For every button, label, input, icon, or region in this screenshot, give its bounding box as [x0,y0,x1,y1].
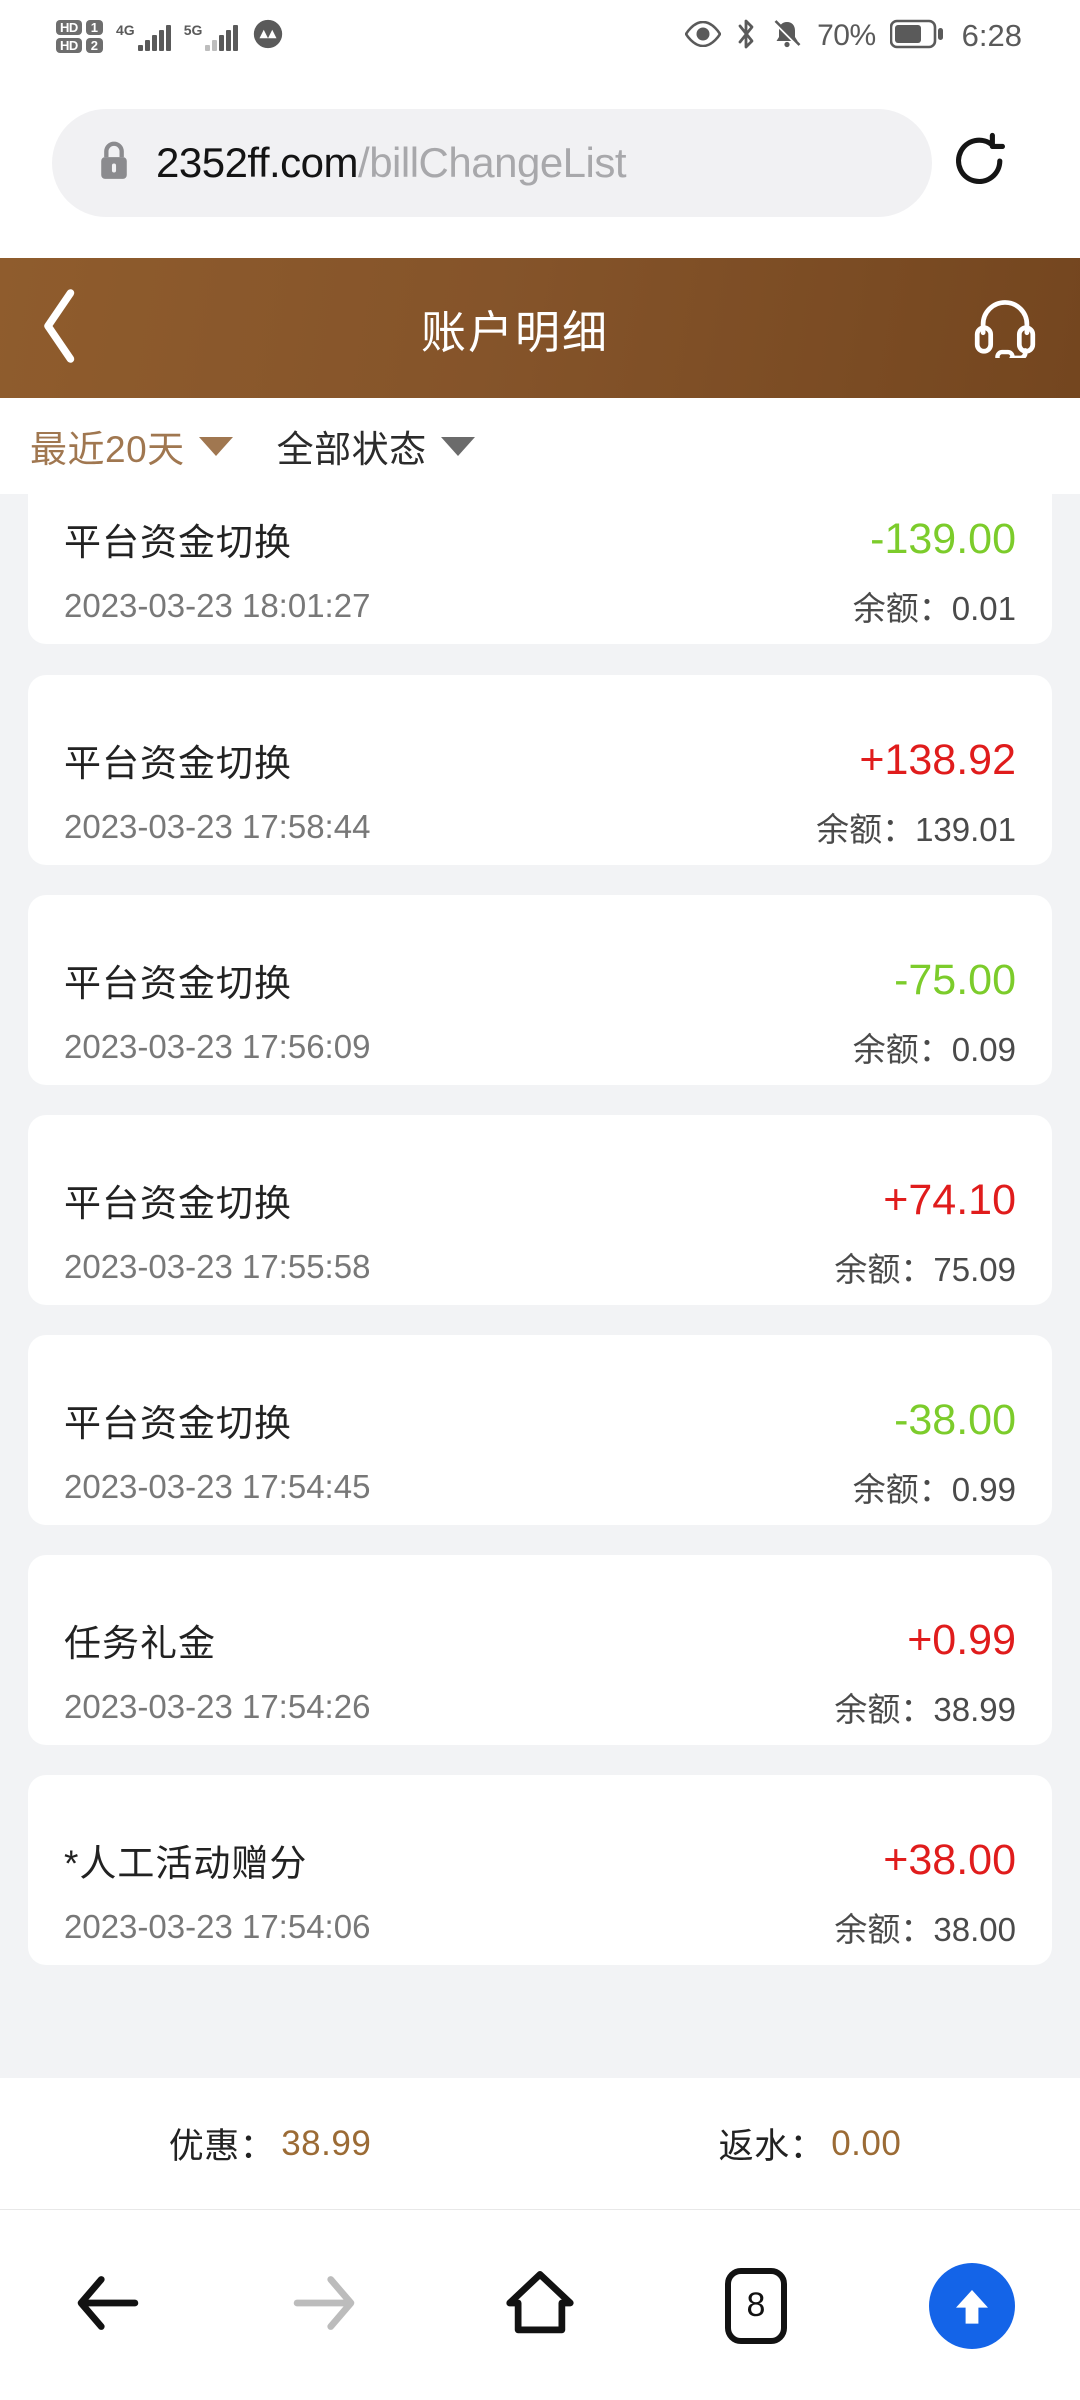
browser-bottom-nav: 8 [0,2211,1080,2400]
sim1-hd-label: HD [56,19,82,35]
vpn-icon [251,17,285,56]
transaction-balance: 余额：38.00 [834,1911,1016,1948]
summary-rebate: 返水： 0.00 [540,2118,1080,2169]
status-bar-right: 70% 6:28 [684,17,1080,56]
sim1-number: 1 [85,19,104,35]
signal-bars-icon: 4G [116,22,171,51]
transaction-balance: 余额：0.01 [852,590,1016,627]
app-header: 账户明细 [0,258,1080,398]
reload-button[interactable] [932,128,1028,199]
nav-forward-button[interactable] [216,2266,432,2345]
arrow-right-icon [287,2266,361,2345]
eye-comfort-icon [684,20,722,52]
summary-discount: 优惠： 38.99 [0,2118,540,2169]
nav-tabs-button[interactable]: 8 [648,2267,864,2344]
transaction-row[interactable]: 平台资金切换 -38.00 2023-03-23 17:54:45 余额：0.9… [28,1335,1052,1525]
battery-icon [889,19,944,54]
chevron-left-icon [37,287,83,370]
url-host: 2352ff.com [156,139,359,186]
arrow-up-icon [929,2262,1015,2349]
bluetooth-icon [735,17,757,56]
transaction-title: 平台资金切换 [64,743,292,784]
transaction-title: 平台资金切换 [64,963,292,1004]
clock-time: 6:28 [961,18,1022,53]
transaction-amount: -139.00 [870,514,1016,563]
transaction-balance: 余额：38.99 [834,1691,1016,1728]
transaction-amount: +74.10 [883,1175,1016,1224]
network2-label: 5G [183,21,203,38]
transaction-row[interactable]: *人工活动赠分 +38.00 2023-03-23 17:54:06 余额：38… [28,1775,1052,1965]
browser-url-bar: 2352ff.com/billChangeList [0,72,1080,254]
transaction-time: 2023-03-23 17:54:45 [64,1468,371,1505]
transaction-amount: -75.00 [894,955,1016,1004]
chevron-down-icon [198,436,233,456]
sim2-hd-label: HD [56,37,82,53]
transaction-balance: 余额：139.01 [816,811,1016,848]
reload-icon [947,128,1013,199]
summary-rebate-value: 0.00 [831,2123,902,2163]
transaction-list[interactable]: 平台资金切换 -139.00 2023-03-23 18:01:27 余额：0.… [0,494,1080,2078]
summary-bar: 优惠： 38.99 返水： 0.00 [0,2078,1080,2210]
transaction-amount: +138.92 [859,735,1016,784]
battery-percent: 70% [817,19,876,52]
status-bar: HD 1 HD 2 4G 5G [0,0,1080,72]
chevron-down-icon-2 [440,436,475,456]
filter-date-range-label: 最近20天 [30,429,185,470]
filter-bar: 最近20天 全部状态 [0,398,1080,494]
transaction-time: 2023-03-23 17:54:06 [64,1908,371,1945]
customer-service-button[interactable] [930,294,1080,364]
transaction-balance: 余额：75.09 [834,1251,1016,1288]
filter-date-range[interactable]: 最近20天 [30,419,233,473]
transaction-amount: +38.00 [883,1835,1016,1884]
mute-bell-icon [771,18,803,55]
transaction-time: 2023-03-23 17:58:44 [64,808,371,845]
url-path: /billChangeList [358,139,627,186]
arrow-left-icon [71,2266,145,2345]
tab-count-badge: 8 [725,2267,787,2344]
transaction-title: *人工活动赠分 [64,1843,308,1884]
signal-bars-sim2 [205,24,239,51]
transaction-balance: 余额：0.99 [852,1471,1016,1508]
transaction-amount: +0.99 [907,1615,1016,1664]
signal-bars-icon-2: 5G [184,22,239,51]
signal-bars-sim1 [137,24,171,51]
transaction-amount: -38.00 [894,1395,1016,1444]
filter-status[interactable]: 全部状态 [277,419,475,473]
transaction-title: 平台资金切换 [64,522,292,563]
url-input[interactable]: 2352ff.com/billChangeList [52,109,932,217]
transaction-time: 2023-03-23 17:54:26 [64,1688,371,1725]
transaction-row[interactable]: 平台资金切换 +74.10 2023-03-23 17:55:58 余额：75.… [28,1115,1052,1305]
nav-home-button[interactable] [432,2266,648,2345]
transaction-balance: 余额：0.09 [852,1031,1016,1068]
nav-scroll-top-button[interactable] [864,2262,1080,2349]
summary-discount-value: 38.99 [281,2123,372,2163]
transaction-row[interactable]: 平台资金切换 +138.92 2023-03-23 17:58:44 余额：13… [28,675,1052,865]
network1-label: 4G [116,21,135,38]
back-button[interactable] [0,287,120,370]
transaction-time: 2023-03-23 17:55:58 [64,1248,371,1285]
page-title: 账户明细 [420,306,609,358]
sim2-number: 2 [85,37,104,53]
headset-icon [971,294,1039,364]
transaction-title: 平台资金切换 [64,1403,292,1444]
transaction-title: 任务礼金 [64,1623,216,1664]
status-bar-left: HD 1 HD 2 4G 5G [0,17,285,56]
transaction-time: 2023-03-23 17:56:09 [64,1028,371,1065]
transaction-time: 2023-03-23 18:01:27 [64,587,371,624]
transaction-title: 平台资金切换 [64,1183,292,1224]
home-icon [501,2266,579,2345]
filter-status-label: 全部状态 [276,429,427,470]
transaction-row[interactable]: 平台资金切换 -139.00 2023-03-23 18:01:27 余额：0.… [28,494,1052,644]
transaction-row[interactable]: 平台资金切换 -75.00 2023-03-23 17:56:09 余额：0.0… [28,895,1052,1085]
summary-discount-label: 优惠： [168,2127,276,2166]
transaction-row[interactable]: 任务礼金 +0.99 2023-03-23 17:54:26 余额：38.99 [28,1555,1052,1745]
hd-sim-icon: HD 1 HD 2 [56,19,104,53]
nav-back-button[interactable] [0,2266,216,2345]
summary-rebate-label: 返水： [718,2127,826,2166]
lock-icon [94,138,134,189]
